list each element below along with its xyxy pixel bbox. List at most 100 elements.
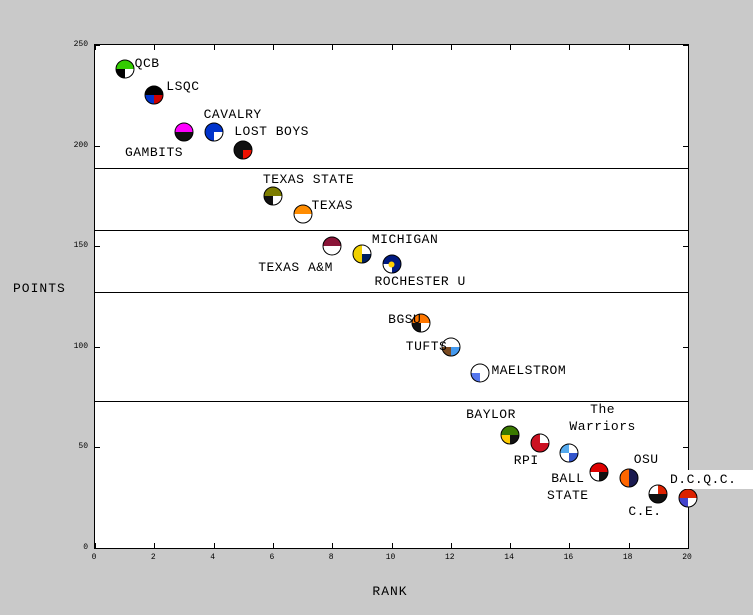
y-tick-mark-right [683,346,688,348]
x-tick-mark-top [450,45,452,50]
team-marker [322,236,342,256]
division-line [95,167,688,169]
division-line [95,230,688,232]
x-tick-label: 4 [210,553,215,562]
x-tick-mark [391,543,393,548]
x-tick-mark [450,543,452,548]
y-axis-title: POINTS [13,281,66,296]
team-label: D.C.Q.C. [667,469,753,489]
x-tick-mark [510,543,512,548]
y-tick-mark [95,45,100,46]
y-tick-mark-right [683,548,688,549]
y-tick-label: 150 [73,241,88,251]
x-tick-mark [569,543,571,548]
x-tick-label: 10 [385,553,396,562]
team-label: The Warriors [569,402,636,435]
x-tick-label: 12 [444,553,455,562]
x-tick-mark-top [272,45,274,50]
x-tick-mark [213,543,215,548]
team-label: C.E. [628,503,662,519]
team-label: TEXAS [311,198,354,213]
team-marker [382,254,401,274]
x-tick-label: 2 [150,553,156,562]
team-marker [115,59,135,79]
x-tick-mark [688,543,689,548]
x-tick-mark [272,543,274,548]
team-label: TUFTS [405,338,448,354]
team-marker [174,122,194,142]
y-tick-mark-right [683,145,688,147]
team-marker [233,140,253,160]
team-marker [293,204,313,224]
team-label: MAELSTROM [491,362,567,378]
division-line [95,292,688,294]
y-tick-mark-right [683,447,688,449]
y-tick-mark-right [683,246,688,248]
team-label: BAYLOR [466,407,516,423]
x-tick-mark-top [154,45,156,50]
team-label: LOST BOYS [234,123,309,139]
division-line [95,401,688,403]
x-tick-label: 8 [328,553,334,562]
y-tick-mark [95,145,100,147]
team-marker [411,313,431,333]
x-tick-mark [332,543,334,548]
team-marker [263,186,283,206]
x-axis-title: RANK [372,584,408,599]
y-tick-label: 200 [73,140,88,150]
x-tick-mark-top [510,45,512,50]
y-tick-mark [95,346,100,348]
plot-area: QCB LSQC GAMBITS CAVALRY LOST BOYS TEXAS STAT… [94,44,753,549]
team-label: CAVALRY [203,106,262,122]
team-label: MICHIGAN [371,232,439,248]
x-tick-label: 14 [504,553,514,562]
y-tick-label: 50 [78,442,88,452]
team-marker [530,433,550,453]
x-tick-mark-top [95,45,96,50]
y-tick-mark [95,246,100,248]
y-tick-label: 250 [73,40,88,49]
team-marker [470,363,490,383]
team-marker [441,337,461,357]
y-tick-label: 100 [73,341,88,351]
x-tick-mark-top [569,45,571,50]
team-marker [144,85,164,105]
x-tick-label: 18 [622,553,633,562]
team-label: LSQC [166,79,200,95]
x-tick-label: 20 [682,553,692,562]
team-label: BGSU [388,311,422,327]
team-marker [204,122,224,142]
x-tick-mark [154,543,156,548]
team-label: BALL STATE [547,470,589,503]
team-label: TEXAS STATE [262,171,355,187]
team-label: RPI [513,453,539,469]
team-marker [500,425,520,445]
marker-center-dot [388,261,395,268]
x-tick-mark-top [391,45,393,50]
x-tick-mark-top [688,45,689,50]
team-marker [589,462,609,482]
x-tick-mark [95,543,96,548]
x-tick-mark-top [213,45,215,50]
team-marker [619,468,639,488]
y-tick-mark-right [683,45,688,46]
team-label: OSU [633,451,659,467]
x-tick-mark [628,543,630,548]
team-label: QCB [134,56,160,72]
team-label: ROCHESTER U [374,274,466,290]
team-marker [678,488,698,508]
x-tick-mark-top [332,45,334,50]
y-tick-label: 0 [83,543,88,552]
y-tick-mark [95,447,100,449]
team-label: GAMBITS [124,144,184,160]
team-marker [559,443,579,463]
x-tick-label: 0 [91,553,97,562]
team-marker [648,484,668,504]
y-tick-mark [95,548,100,549]
x-tick-label: 6 [269,553,275,562]
x-tick-mark-top [628,45,630,50]
team-label: TEXAS A&M [258,260,333,276]
team-marker [352,244,372,264]
x-tick-label: 16 [563,553,574,562]
